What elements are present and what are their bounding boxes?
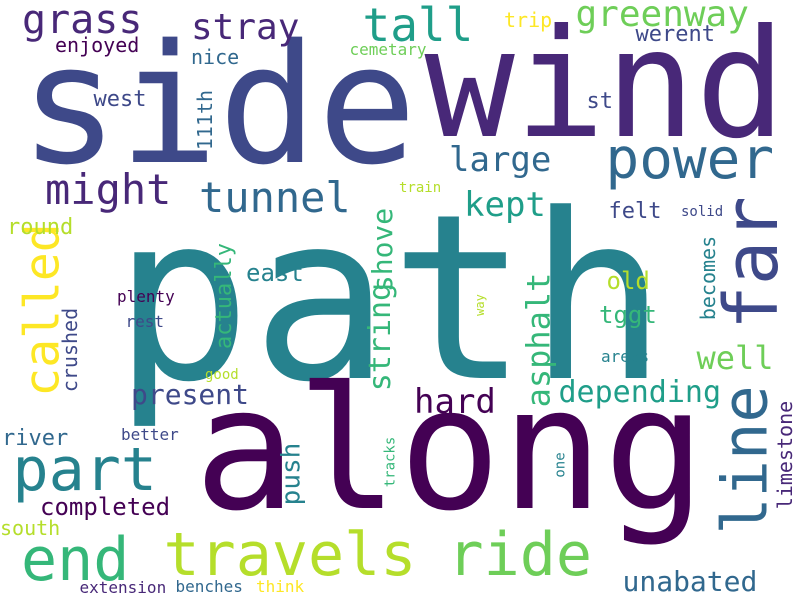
word-felt: felt	[608, 199, 662, 224]
word-benches: benches	[175, 577, 243, 596]
word-south: south	[0, 516, 61, 540]
word-train: train	[399, 180, 442, 196]
word-present: present	[131, 378, 250, 411]
word-well: well	[696, 339, 774, 377]
word-round: round	[7, 215, 74, 240]
word-line: line	[708, 385, 782, 535]
word-cemetary: cemetary	[349, 40, 427, 59]
word-travels: travels	[163, 520, 417, 590]
word-path: path	[113, 166, 667, 433]
word-shove: shove	[366, 207, 400, 293]
word-tall: tall	[362, 0, 474, 52]
word-tggt: tggt	[599, 301, 657, 329]
word-far: far	[708, 196, 795, 330]
word-areas: areas	[601, 347, 650, 366]
word-solid: solid	[681, 204, 724, 220]
word-111th: 111th	[193, 89, 218, 151]
word-tunnel: tunnel	[199, 173, 351, 222]
word-extension: extension	[79, 578, 167, 597]
word-end: end	[21, 525, 130, 595]
word-completed: completed	[40, 493, 171, 521]
word-large: large	[449, 140, 552, 180]
word-grass: grass	[22, 0, 143, 43]
word-part: part	[12, 435, 158, 505]
word-tracks: tracks	[381, 436, 398, 488]
word-good: good	[205, 367, 239, 383]
word-plenty: plenty	[117, 287, 175, 306]
word-greenway: greenway	[575, 0, 749, 35]
word-stray: stray	[191, 7, 300, 48]
word-string: string	[363, 282, 399, 392]
word-think: think	[256, 577, 305, 596]
word-hard: hard	[414, 382, 496, 422]
word-push: push	[275, 442, 306, 506]
word-crushed: crushed	[58, 307, 83, 393]
word-along: along	[194, 351, 706, 549]
word-asphalt: asphalt	[518, 272, 557, 408]
word-side: side	[19, 8, 417, 201]
word-one: one	[552, 452, 569, 478]
word-werent: werent	[635, 22, 715, 47]
word-old: old	[606, 267, 650, 295]
word-better: better	[121, 425, 179, 444]
word-river: river	[2, 426, 69, 451]
word-might: might	[45, 165, 172, 214]
word-east: east	[246, 259, 304, 287]
word-st: st	[586, 89, 614, 114]
word-trip: trip	[504, 8, 553, 32]
word-wind: wind	[424, 0, 786, 172]
word-limestone: limestone	[773, 400, 798, 510]
word-becomes: becomes	[696, 235, 721, 321]
word-west: west	[93, 87, 147, 112]
word-enjoyed: enjoyed	[55, 33, 140, 57]
word-depending: depending	[558, 375, 722, 410]
word-kept: kept	[464, 185, 546, 225]
word-actually: actually	[211, 243, 237, 349]
word-ride: ride	[447, 520, 593, 590]
word-rest: rest	[125, 312, 165, 331]
word-way: way	[472, 294, 487, 316]
word-power: power	[605, 127, 775, 192]
word-unabated: unabated	[622, 565, 758, 598]
word-nice: nice	[191, 45, 240, 69]
